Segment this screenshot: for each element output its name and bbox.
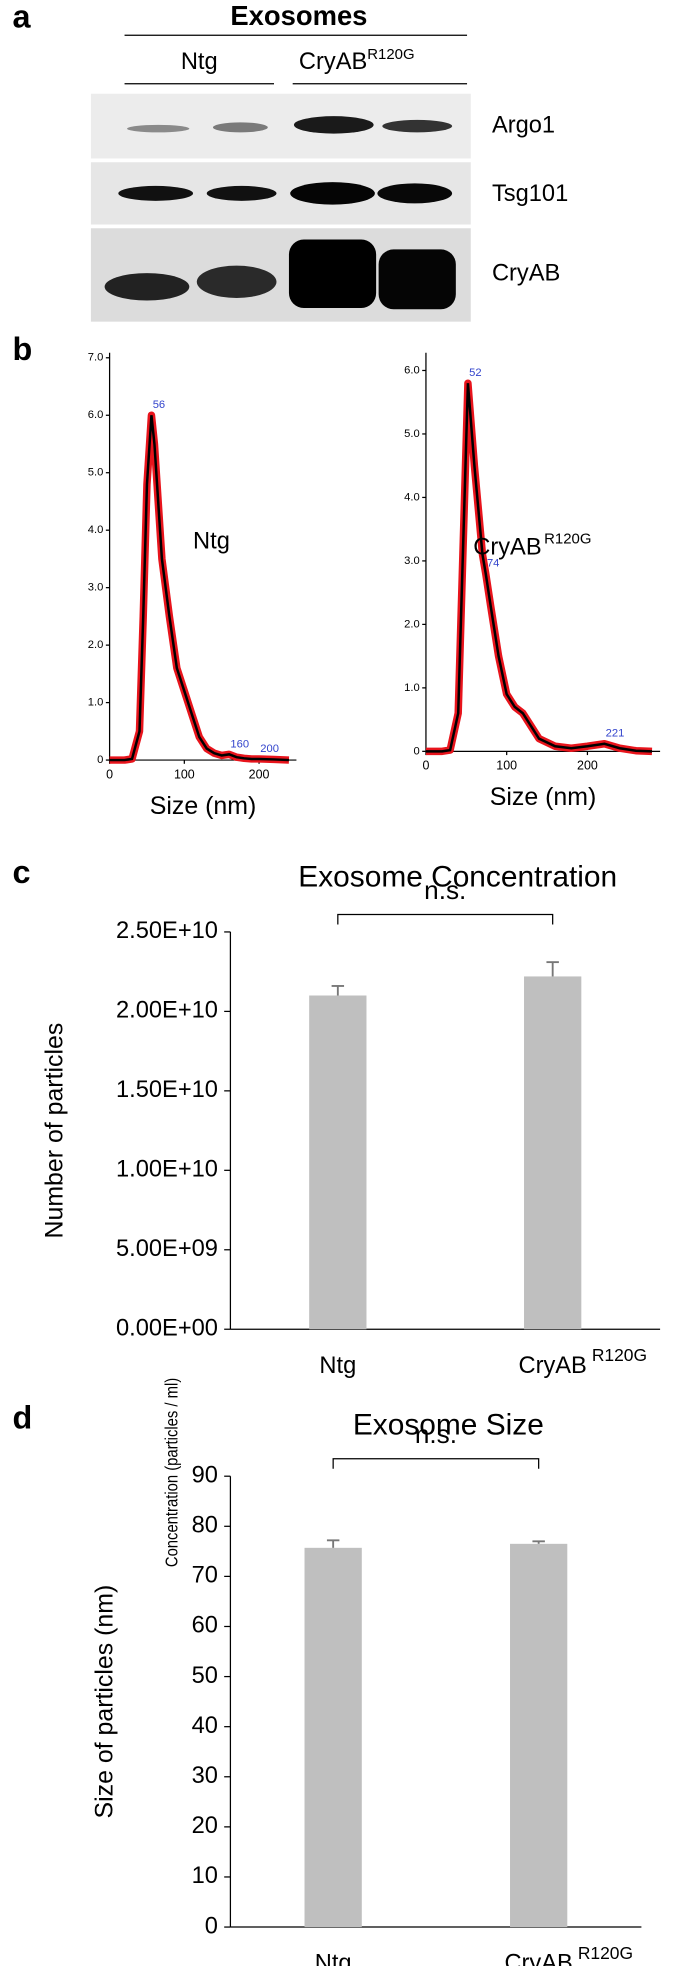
- y-tick-label: 40: [192, 1713, 218, 1739]
- peak-label: 160: [230, 738, 249, 750]
- significance-label: n.s.: [424, 875, 466, 905]
- y-axis-label: Concentration (particles / ml): [163, 1378, 182, 1567]
- band: [104, 273, 190, 301]
- band: [212, 122, 268, 133]
- bar: [510, 1543, 568, 1928]
- band: [196, 265, 277, 298]
- x-tick-label: Ntg: [319, 1353, 356, 1379]
- significance-label: n.s.: [415, 1419, 457, 1449]
- y-tick-label: 50: [192, 1663, 218, 1689]
- y-tick-label: 1.0: [88, 697, 104, 709]
- x-tick-label: 200: [577, 759, 598, 773]
- band: [378, 249, 456, 310]
- y-tick-label: 20: [192, 1813, 218, 1839]
- peak-label: 52: [469, 367, 481, 379]
- annotation: CryAB: [473, 535, 541, 561]
- row-label: Tsg101: [492, 181, 568, 207]
- peak-label: 74: [487, 558, 499, 570]
- x-tick-label: CryAB: [504, 1951, 572, 1966]
- significance-bracket: [337, 913, 554, 925]
- bar: [309, 995, 367, 1330]
- x-tick-label: 0: [106, 767, 113, 781]
- x-tick-label: 100: [496, 759, 517, 773]
- row-label: CryAB: [492, 261, 560, 287]
- bar: [304, 1547, 362, 1928]
- y-tick-label: 4.0: [88, 524, 104, 536]
- y-tick-label: 2.0: [404, 618, 420, 630]
- y-tick-label: 2.50E+10: [116, 918, 218, 944]
- y-tick-label: 0: [205, 1913, 218, 1939]
- y-tick-label: 2.00E+10: [116, 998, 218, 1024]
- y-tick-label: 80: [192, 1513, 218, 1539]
- blot-images: [90, 34, 471, 322]
- band: [293, 116, 374, 134]
- chart-title: Exosome Concentration: [298, 860, 617, 893]
- row-label: Argo1: [492, 112, 555, 138]
- y-tick-label: 5.0: [88, 467, 104, 479]
- x-tick-label: 200: [249, 767, 270, 781]
- panel-letter: c: [12, 854, 30, 890]
- x-tick-superscript: R120G: [578, 1943, 633, 1963]
- band: [377, 183, 453, 204]
- line: [425, 383, 653, 753]
- group-label: CryAB: [299, 49, 367, 75]
- y-tick-label: 0: [97, 754, 103, 766]
- x-tick-label: 100: [174, 767, 195, 781]
- error-band: [109, 411, 290, 764]
- group-label: Ntg: [181, 49, 218, 75]
- band: [382, 119, 453, 133]
- y-tick-label: 1.0: [404, 682, 420, 694]
- group-superscript: R120G: [367, 46, 414, 63]
- bar: [524, 976, 582, 1330]
- line: [109, 415, 289, 762]
- panel-letter: d: [12, 1400, 32, 1436]
- panel-letter: a: [12, 0, 31, 35]
- y-tick-label: 4.0: [404, 491, 420, 503]
- significance-bracket: [332, 1458, 540, 1469]
- x-tick-superscript: R120G: [592, 1345, 647, 1365]
- x-axis-label: Size (nm): [490, 783, 597, 811]
- x-tick-label: CryAB: [518, 1353, 586, 1379]
- y-tick-label: 10: [192, 1863, 218, 1889]
- y-axis-label: Size of particles (nm): [90, 1585, 118, 1819]
- band: [288, 239, 377, 308]
- y-tick-label: 90: [192, 1462, 218, 1488]
- peak-label: 56: [153, 399, 165, 411]
- band: [290, 182, 375, 205]
- x-tick-label: Ntg: [315, 1951, 352, 1966]
- y-tick-label: 1.00E+10: [116, 1157, 218, 1183]
- band: [127, 124, 190, 133]
- blot-title: Exosomes: [230, 0, 367, 31]
- annotation: Ntg: [193, 528, 230, 554]
- y-tick-label: 6.0: [404, 364, 420, 376]
- y-tick-label: 0.00E+00: [116, 1315, 218, 1341]
- y-tick-label: 0: [413, 745, 419, 757]
- y-tick-label: 3.0: [88, 582, 104, 594]
- y-axis-label: Number of particles: [41, 1023, 69, 1239]
- peak-label: 200: [260, 743, 279, 755]
- y-tick-label: 30: [192, 1763, 218, 1789]
- y-tick-label: 70: [192, 1563, 218, 1589]
- y-tick-label: 1.50E+10: [116, 1077, 218, 1103]
- x-tick-label: 0: [422, 759, 429, 773]
- y-tick-label: 3.0: [404, 555, 420, 567]
- chart-title: Exosome Size: [353, 1408, 544, 1441]
- y-tick-label: 60: [192, 1613, 218, 1639]
- peak-label: 221: [606, 728, 625, 740]
- x-axis-label: Size (nm): [150, 792, 256, 820]
- band: [206, 185, 277, 201]
- y-tick-label: 5.0: [404, 428, 420, 440]
- panel-letter: b: [12, 331, 32, 367]
- superscript: R120G: [544, 531, 591, 548]
- y-tick-label: 5.00E+09: [116, 1236, 218, 1262]
- y-tick-label: 6.0: [88, 409, 104, 421]
- y-tick-label: 2.0: [88, 639, 104, 651]
- band: [118, 185, 194, 201]
- y-tick-label: 7.0: [88, 352, 104, 364]
